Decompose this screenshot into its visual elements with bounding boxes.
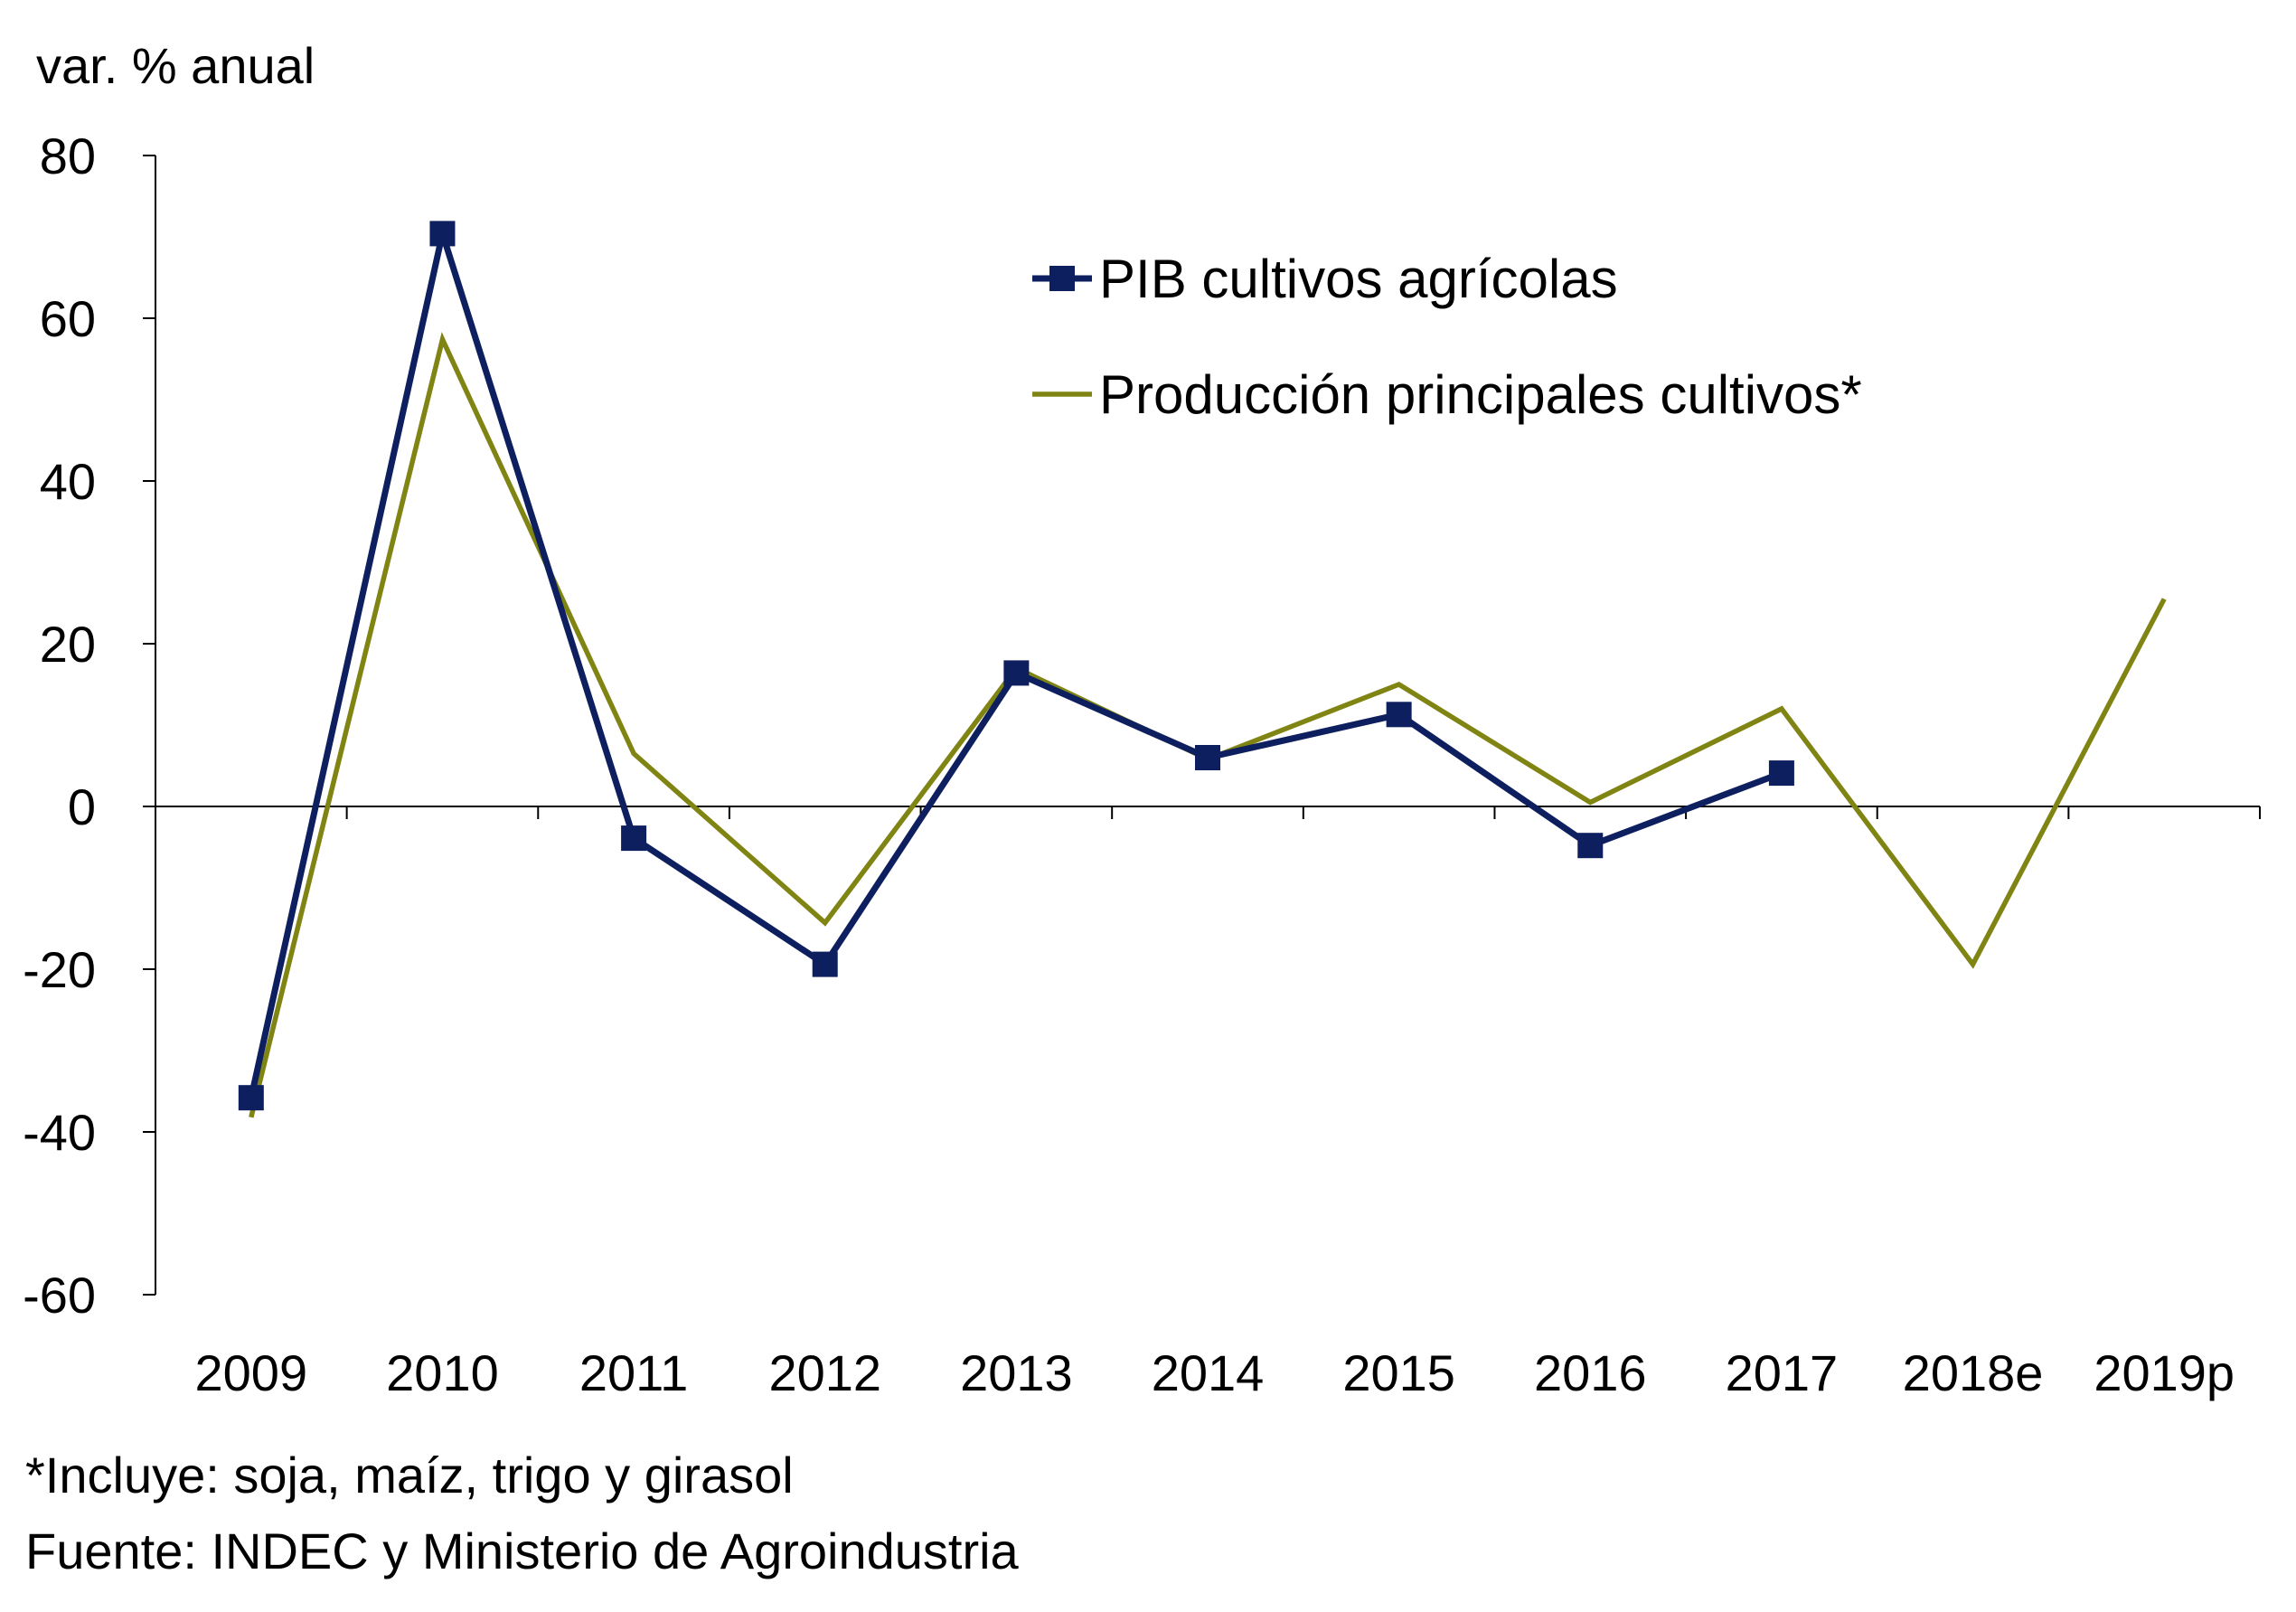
x-tick-label: 2018e (1903, 1344, 2044, 1401)
x-tick-label: 2016 (1534, 1344, 1647, 1401)
axes (155, 156, 2260, 1295)
source-note: Fuente: INDEC y Ministerio de Agroindust… (25, 1522, 1019, 1579)
legend-label-1: PIB cultivos agrícolas (1099, 249, 1618, 309)
series-marker-1 (429, 221, 456, 247)
series-marker-1 (812, 951, 838, 977)
y-tick-label: 40 (40, 453, 96, 510)
series-marker-1 (1195, 745, 1220, 770)
series-marker-1 (621, 825, 647, 852)
x-ticks: 2009 2010 2011 2012 2013 2014 2015 2016 2017 2018… (155, 806, 2261, 1401)
y-tick-label: 20 (40, 616, 96, 673)
series-marker-1 (1386, 702, 1412, 728)
series-layer (238, 221, 2167, 1118)
legend-label-2: Producción principales cultivos* (1099, 364, 1862, 425)
x-tick-label: 2011 (579, 1344, 688, 1401)
x-tick-label: 2019p (2094, 1344, 2235, 1401)
chart-notes: *Incluye: soja, maíz, trigo y girasol Fu… (25, 1438, 1019, 1589)
x-tick-label: 2014 (1152, 1344, 1265, 1401)
series-marker-1 (238, 1085, 264, 1111)
series-marker-1 (1003, 660, 1030, 686)
x-tick-label: 2017 (1726, 1344, 1839, 1401)
series-marker-1 (1577, 833, 1604, 859)
x-tick-label: 2013 (960, 1344, 1073, 1401)
y-tick-label: -40 (23, 1104, 96, 1161)
y-tick-label: 80 (40, 127, 96, 184)
line-chart: var. % anual -60 -40 -20 0 20 40 60 80 2009 2010… (23, 37, 2261, 1401)
x-tick-label: 2010 (386, 1344, 499, 1401)
series-line-2 (249, 332, 2167, 1118)
y-tick-label: 0 (68, 778, 96, 835)
footnote: *Incluye: soja, maíz, trigo y girasol (25, 1447, 794, 1504)
series-marker-1 (1768, 760, 1794, 787)
y-axis-label: var. % anual (36, 37, 315, 94)
y-tick-label: 60 (40, 290, 96, 347)
y-ticks: -60 -40 -20 0 20 40 60 80 (23, 127, 155, 1324)
y-tick-label: -60 (23, 1267, 96, 1324)
x-tick-label: 2015 (1342, 1344, 1455, 1401)
legend: PIB cultivos agrícolas Producción princip… (1032, 249, 1862, 425)
legend-marker-1 (1049, 266, 1075, 291)
x-tick-label: 2009 (195, 1344, 308, 1401)
x-tick-label: 2012 (768, 1344, 881, 1401)
y-tick-label: -20 (23, 941, 96, 998)
